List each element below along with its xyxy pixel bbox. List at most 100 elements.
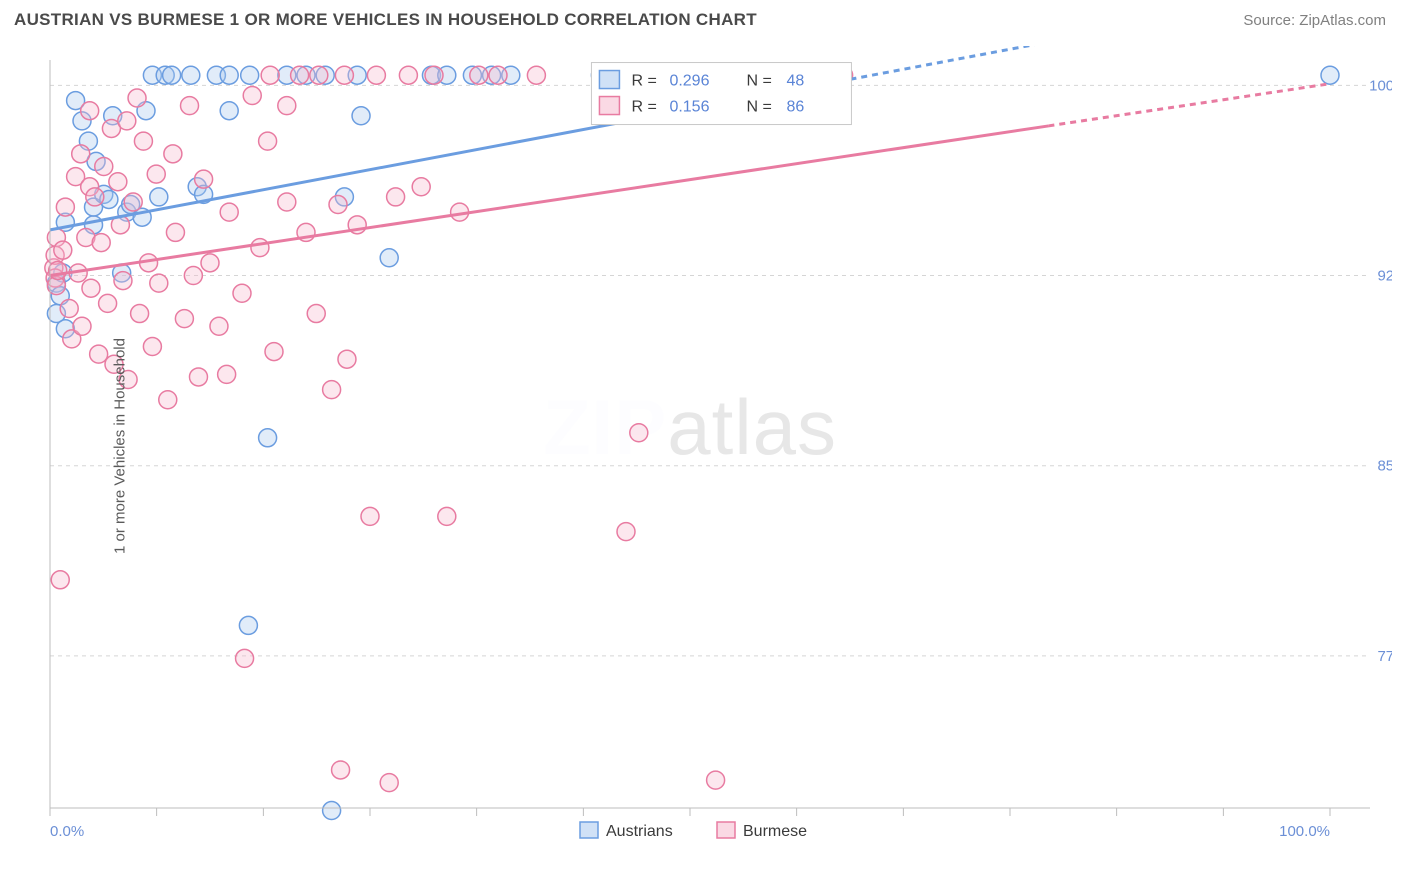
chart-title: AUSTRIAN VS BURMESE 1 OR MORE VEHICLES I… [14,10,757,30]
x-tick-label: 0.0% [50,823,84,840]
scatter-point-austrians [220,102,238,120]
scatter-point-burmese [332,761,350,779]
scatter-point-burmese [380,774,398,792]
scatter-point-burmese [291,66,309,84]
y-axis-label: 1 or more Vehicles in Household [111,338,128,554]
source-link[interactable]: ZipAtlas.com [1299,12,1386,29]
scatter-point-burmese [259,132,277,150]
bottom-legend: Austrians Burmese [580,822,807,840]
scatter-point-burmese [307,305,325,323]
scatter-point-burmese [181,97,199,115]
scatter-point-burmese [335,66,353,84]
scatter-point-burmese [82,279,100,297]
scatter-point-burmese [131,305,149,323]
scatter-point-burmese [147,165,165,183]
legend-r-label: R = [631,99,656,116]
legend-n-value: 48 [786,73,804,90]
trend-line-dash-burmese [1048,84,1330,126]
scatter-point-burmese [438,507,456,525]
scatter-point-burmese [195,170,213,188]
scatter-point-burmese [134,132,152,150]
scatter-point-burmese [86,188,104,206]
legend-n-value: 86 [786,99,804,116]
scatter-point-austrians [182,66,200,84]
scatter-point-burmese [387,188,405,206]
scatter-point-burmese [489,66,507,84]
scatter-point-burmese [412,178,430,196]
scatter-point-burmese [278,193,296,211]
x-tick-label: 100.0% [1279,823,1330,840]
scatter-point-burmese [184,267,202,285]
scatter-point-burmese [278,97,296,115]
scatter-plot: ZIPatlas0.0%100.0%77.5%85.0%92.5%100.0%R… [14,46,1392,846]
scatter-point-burmese [425,66,443,84]
scatter-point-burmese [361,507,379,525]
y-tick-label: 85.0% [1377,458,1392,475]
scatter-point-burmese [630,424,648,442]
scatter-point-burmese [73,317,91,335]
legend-n-label: N = [746,73,771,90]
scatter-point-burmese [90,345,108,363]
scatter-point-burmese [470,66,488,84]
legend-swatch [599,97,619,115]
scatter-point-austrians [1321,66,1339,84]
scatter-point-burmese [159,391,177,409]
scatter-point-burmese [124,193,142,211]
scatter-point-burmese [81,102,99,120]
scatter-point-burmese [243,86,261,104]
scatter-point-burmese [399,66,417,84]
y-tick-label: 77.5% [1377,648,1392,665]
stats-legend-box [591,63,851,125]
scatter-point-burmese [92,234,110,252]
scatter-point-burmese [72,145,90,163]
scatter-point-burmese [233,284,251,302]
scatter-point-burmese [261,66,279,84]
scatter-point-austrians [163,66,181,84]
scatter-point-burmese [236,649,254,667]
scatter-point-burmese [114,272,132,290]
scatter-point-burmese [60,299,78,317]
chart-source: Source: ZipAtlas.com [1243,12,1386,29]
scatter-point-burmese [329,196,347,214]
scatter-point-burmese [54,241,72,259]
trend-line-dash-austrians [818,46,1330,85]
scatter-point-burmese [323,381,341,399]
y-tick-label: 100.0% [1369,77,1392,94]
scatter-point-burmese [707,771,725,789]
scatter-point-burmese [617,523,635,541]
scatter-point-austrians [259,429,277,447]
scatter-point-burmese [164,145,182,163]
scatter-point-burmese [109,173,127,191]
scatter-point-burmese [118,112,136,130]
source-prefix: Source: [1243,12,1299,29]
scatter-point-burmese [218,365,236,383]
scatter-point-burmese [175,310,193,328]
scatter-point-austrians [352,107,370,125]
scatter-point-burmese [51,571,69,589]
scatter-point-burmese [99,294,117,312]
legend-swatch [717,822,735,838]
scatter-point-burmese [251,239,269,257]
legend-label: Austrians [606,823,673,840]
scatter-point-austrians [323,802,341,820]
scatter-point-burmese [338,350,356,368]
legend-r-value: 0.296 [669,73,709,90]
legend-swatch [599,71,619,89]
legend-r-value: 0.156 [669,99,709,116]
scatter-point-burmese [367,66,385,84]
legend-n-label: N = [746,99,771,116]
scatter-point-burmese [95,157,113,175]
scatter-point-burmese [310,66,328,84]
legend-r-label: R = [631,73,656,90]
scatter-point-austrians [150,188,168,206]
scatter-point-burmese [527,66,545,84]
scatter-point-burmese [56,198,74,216]
scatter-point-burmese [210,317,228,335]
scatter-point-austrians [380,249,398,267]
scatter-point-burmese [220,203,238,221]
legend-label: Burmese [743,823,807,840]
scatter-point-burmese [265,343,283,361]
scatter-point-burmese [201,254,219,272]
scatter-point-austrians [241,66,259,84]
scatter-point-austrians [220,66,238,84]
